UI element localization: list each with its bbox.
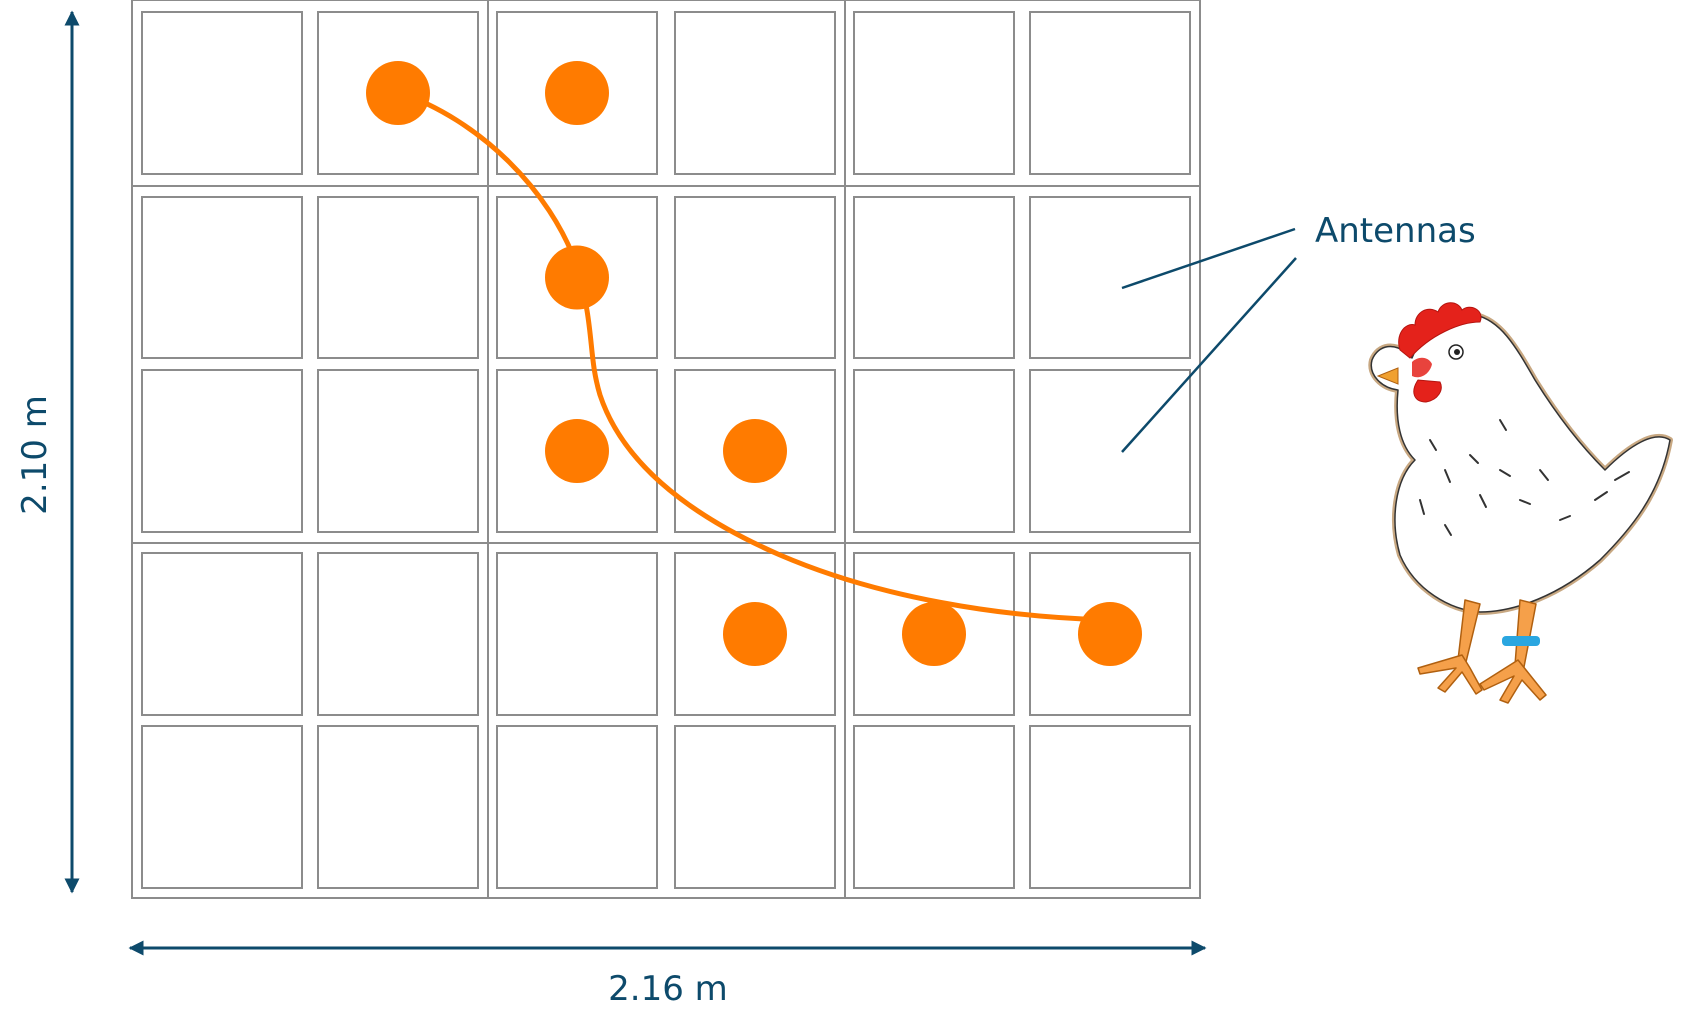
detection-dot bbox=[545, 419, 609, 483]
antenna-cell bbox=[853, 11, 1015, 175]
leg-band-icon bbox=[1502, 636, 1540, 646]
detection-dot bbox=[902, 602, 966, 666]
antenna-cell bbox=[1029, 11, 1191, 175]
antenna-cell bbox=[853, 196, 1015, 359]
antenna-cell bbox=[1029, 196, 1191, 359]
antenna-cell bbox=[141, 11, 303, 175]
antenna-cell bbox=[674, 725, 836, 889]
antenna-cell bbox=[141, 196, 303, 359]
grid-frame bbox=[131, 0, 1201, 899]
antennas-label: Antennas bbox=[1315, 211, 1476, 251]
antenna-cell bbox=[853, 369, 1015, 533]
antenna-leader-2 bbox=[1121, 257, 1297, 453]
antenna-leader-1 bbox=[1121, 227, 1296, 290]
antenna-grid bbox=[131, 0, 1201, 899]
movement-track bbox=[397, 89, 1109, 623]
antenna-cell bbox=[853, 725, 1015, 889]
detection-dot bbox=[723, 602, 787, 666]
detection-dot bbox=[545, 245, 609, 310]
detection-dot bbox=[366, 61, 430, 125]
antenna-cell bbox=[317, 725, 479, 889]
antenna-cell bbox=[141, 725, 303, 889]
detection-dot bbox=[723, 419, 787, 483]
antenna-cell bbox=[674, 11, 836, 175]
antenna-cell bbox=[141, 369, 303, 533]
antenna-cell bbox=[674, 196, 836, 359]
antenna-cell bbox=[496, 552, 658, 716]
width-label: 2.16 m bbox=[608, 969, 728, 1009]
detection-points bbox=[366, 61, 1142, 666]
detection-dot bbox=[545, 61, 609, 125]
antenna-cell bbox=[141, 552, 303, 716]
antenna-cell bbox=[1029, 369, 1191, 533]
antenna-cell bbox=[317, 369, 479, 533]
antenna-cell bbox=[496, 725, 658, 889]
height-label: 2.10 m bbox=[15, 395, 55, 515]
detection-dot bbox=[1078, 602, 1142, 666]
antenna-cell bbox=[1029, 725, 1191, 889]
chicken-icon bbox=[1368, 302, 1673, 704]
antenna-cell bbox=[317, 196, 479, 359]
antenna-cell bbox=[317, 552, 479, 716]
comb-icon bbox=[1398, 302, 1482, 359]
